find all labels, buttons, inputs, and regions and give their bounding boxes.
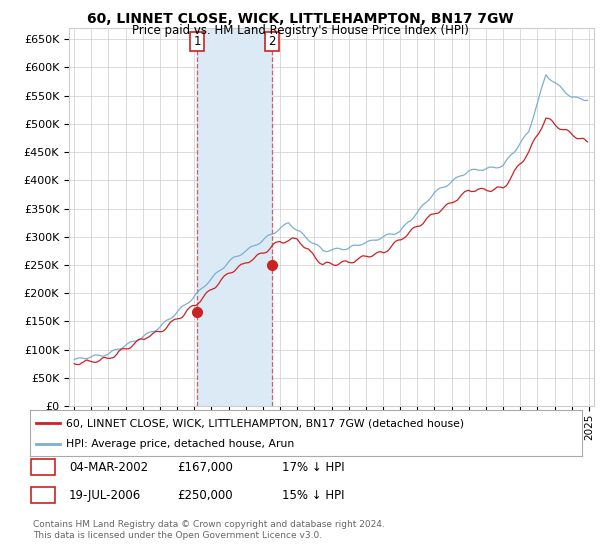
Text: 60, LINNET CLOSE, WICK, LITTLEHAMPTON, BN17 7GW (detached house): 60, LINNET CLOSE, WICK, LITTLEHAMPTON, B… bbox=[66, 418, 464, 428]
Text: 2: 2 bbox=[268, 35, 276, 48]
Text: 1: 1 bbox=[193, 35, 201, 48]
Text: £250,000: £250,000 bbox=[177, 488, 233, 502]
Text: £167,000: £167,000 bbox=[177, 460, 233, 474]
Text: HPI: Average price, detached house, Arun: HPI: Average price, detached house, Arun bbox=[66, 438, 294, 449]
Bar bbox=[197, 28, 272, 406]
Text: 19-JUL-2006: 19-JUL-2006 bbox=[69, 488, 141, 502]
Text: 60, LINNET CLOSE, WICK, LITTLEHAMPTON, BN17 7GW: 60, LINNET CLOSE, WICK, LITTLEHAMPTON, B… bbox=[86, 12, 514, 26]
Text: 17% ↓ HPI: 17% ↓ HPI bbox=[282, 460, 344, 474]
Text: 04-MAR-2002: 04-MAR-2002 bbox=[69, 460, 148, 474]
Text: 15% ↓ HPI: 15% ↓ HPI bbox=[282, 488, 344, 502]
Text: 2: 2 bbox=[39, 488, 46, 502]
Text: Price paid vs. HM Land Registry's House Price Index (HPI): Price paid vs. HM Land Registry's House … bbox=[131, 24, 469, 37]
Text: This data is licensed under the Open Government Licence v3.0.: This data is licensed under the Open Gov… bbox=[33, 531, 322, 540]
Text: 1: 1 bbox=[39, 460, 46, 474]
Text: Contains HM Land Registry data © Crown copyright and database right 2024.: Contains HM Land Registry data © Crown c… bbox=[33, 520, 385, 529]
